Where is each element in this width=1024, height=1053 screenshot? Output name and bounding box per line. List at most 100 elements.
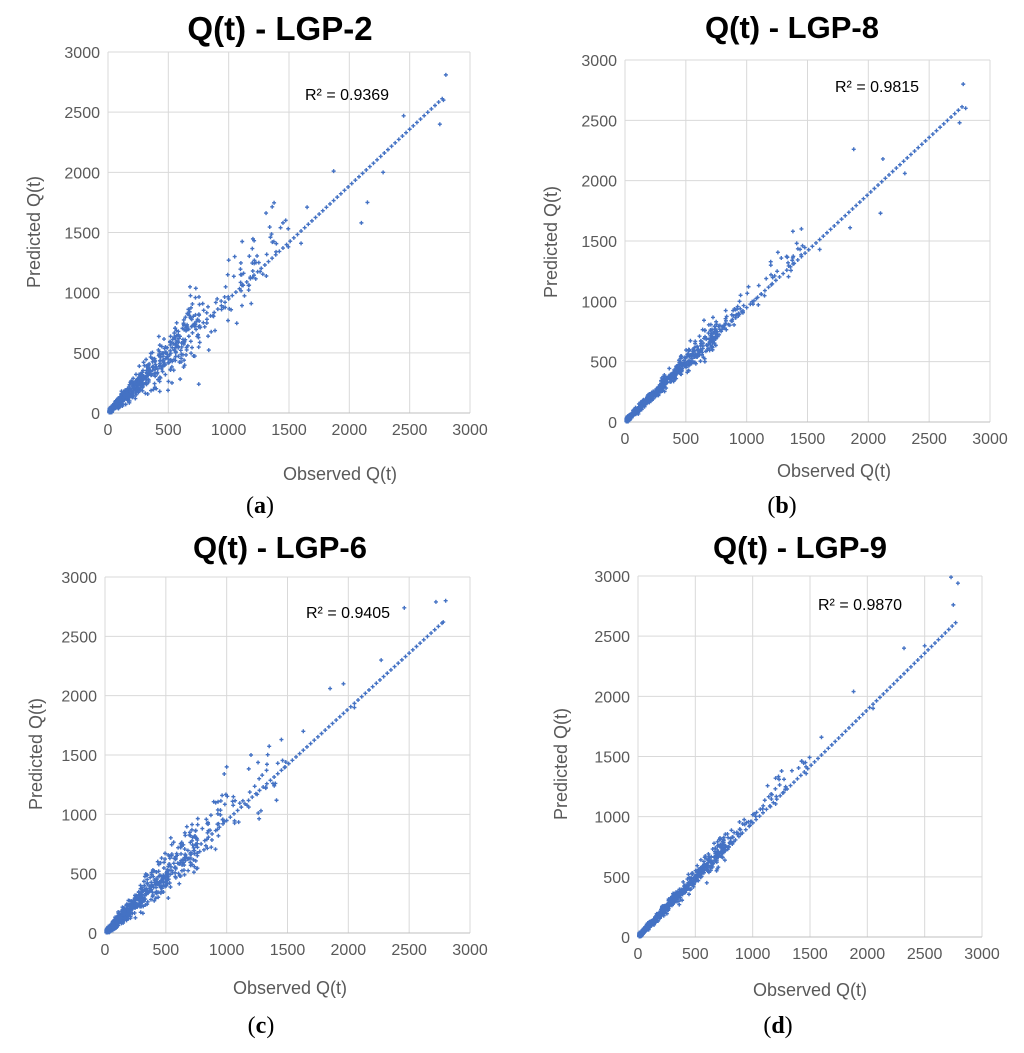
chart-c-point (183, 833, 188, 838)
chart-d-point (822, 749, 827, 754)
chart-a-ytick: 1500 (64, 226, 100, 243)
chart-d-point (706, 870, 711, 875)
chart-c-point (157, 883, 162, 888)
chart-b-point (919, 142, 924, 147)
chart-b-ytick: 3000 (581, 53, 617, 70)
chart-c-point (163, 851, 168, 856)
chart-d-point (816, 756, 821, 761)
chart-a-point (171, 368, 176, 373)
chart-b-point (681, 358, 686, 363)
chart-c-point (341, 681, 346, 686)
chart-a-point (181, 365, 186, 370)
chart-c-point (193, 828, 198, 833)
chart-d-point (716, 865, 721, 870)
chart-c-point (210, 831, 215, 836)
chart-b-point (764, 276, 769, 281)
chart-b-point (779, 256, 784, 261)
chart-c-point (124, 902, 129, 907)
chart-c-point (157, 873, 162, 878)
chart-a-point (136, 381, 141, 386)
chart-d-point (715, 839, 720, 844)
chart-a-point (188, 293, 193, 298)
chart-d-point (704, 880, 709, 885)
chart-d-point (680, 898, 685, 903)
chart-a-point (259, 266, 264, 271)
chart-c-point (235, 808, 240, 813)
chart-a-point (122, 393, 127, 398)
chart-b-point (729, 312, 734, 317)
chart-a-point (204, 320, 209, 325)
chart-d-point (765, 783, 770, 788)
chart-c-point (334, 718, 339, 723)
chart-b-point (657, 387, 662, 392)
chart-c-point (192, 864, 197, 869)
chart-a-point (286, 244, 291, 249)
chart-d-xtick: 500 (682, 946, 709, 963)
chart-a-ytick: 0 (91, 406, 100, 423)
chart-d-point (726, 844, 731, 849)
chart-c-xlabel: Observed Q(t) (233, 978, 347, 998)
chart-b-point (802, 245, 807, 250)
chart-a-point (202, 324, 207, 329)
chart-a-point (238, 280, 243, 285)
chart-d-point (902, 671, 907, 676)
chart-a-ylabel: Predicted Q(t) (24, 176, 44, 288)
chart-a-xtick: 500 (155, 422, 182, 439)
chart-c-point (144, 892, 149, 897)
chart-d-point (690, 871, 695, 876)
chart-a-point (129, 382, 134, 387)
chart-c-point (213, 847, 218, 852)
chart-a-point (381, 170, 386, 175)
chart-a-point (173, 358, 178, 363)
chart-d-point (754, 817, 759, 822)
chart-a-point (331, 198, 336, 203)
chart-b-point (949, 115, 954, 120)
chart-c-xtick: 1500 (270, 942, 306, 959)
chart-c-point (176, 845, 181, 850)
chart-a-point (250, 246, 255, 251)
chart-c-point (206, 835, 211, 840)
chart-a-point (179, 352, 184, 357)
chart-d-point (955, 581, 960, 586)
chart-c-point (206, 828, 211, 833)
chart-a-point (255, 253, 260, 258)
chart-b-point (666, 374, 671, 379)
chart-c-point (140, 895, 145, 900)
chart-b-point (627, 414, 632, 419)
chart-b-point (683, 355, 688, 360)
chart-b-point (697, 334, 702, 339)
chart-c-point (188, 851, 193, 856)
chart-d-point (712, 849, 717, 854)
caption-d-close: ) (784, 1013, 793, 1039)
chart-c-point (265, 752, 270, 757)
chart-a-point (163, 372, 168, 377)
chart-c-point (168, 885, 173, 890)
chart-c-point (274, 798, 279, 803)
chart-c-point (152, 898, 157, 903)
chart-c-point (148, 875, 153, 880)
chart-a-point (264, 252, 269, 257)
chart-a-point (144, 357, 149, 362)
chart-b-point (659, 388, 664, 393)
chart-a-point (157, 343, 162, 348)
chart-b-point (631, 411, 636, 416)
chart-d-point (781, 790, 786, 795)
chart-panel-d: 0 500 1000 1500 2000 2500 3000 0 500 1000 1500 200… (512, 526, 1024, 1053)
chart-a-point (162, 337, 167, 342)
chart-a-point (241, 283, 246, 288)
caption-b-close: ) (788, 493, 797, 519)
chart-b-point (702, 356, 707, 361)
chart-a-xtick: 2000 (332, 422, 368, 439)
chart-d-point (752, 811, 757, 816)
chart-c-point (173, 865, 178, 870)
chart-a-point (209, 329, 214, 334)
chart-c-point (396, 661, 401, 666)
chart-a: 0 500 1000 1500 2000 2500 3000 0 500 1000 1500 200… (24, 10, 488, 484)
caption-d-letter: d (771, 1013, 785, 1039)
chart-c-point (126, 908, 131, 913)
chart-b-xtick: 1500 (790, 431, 826, 448)
chart-c-point (215, 822, 220, 827)
chart-c-point (162, 875, 167, 880)
chart-c-point (154, 879, 159, 884)
chart-c-point (246, 805, 251, 810)
